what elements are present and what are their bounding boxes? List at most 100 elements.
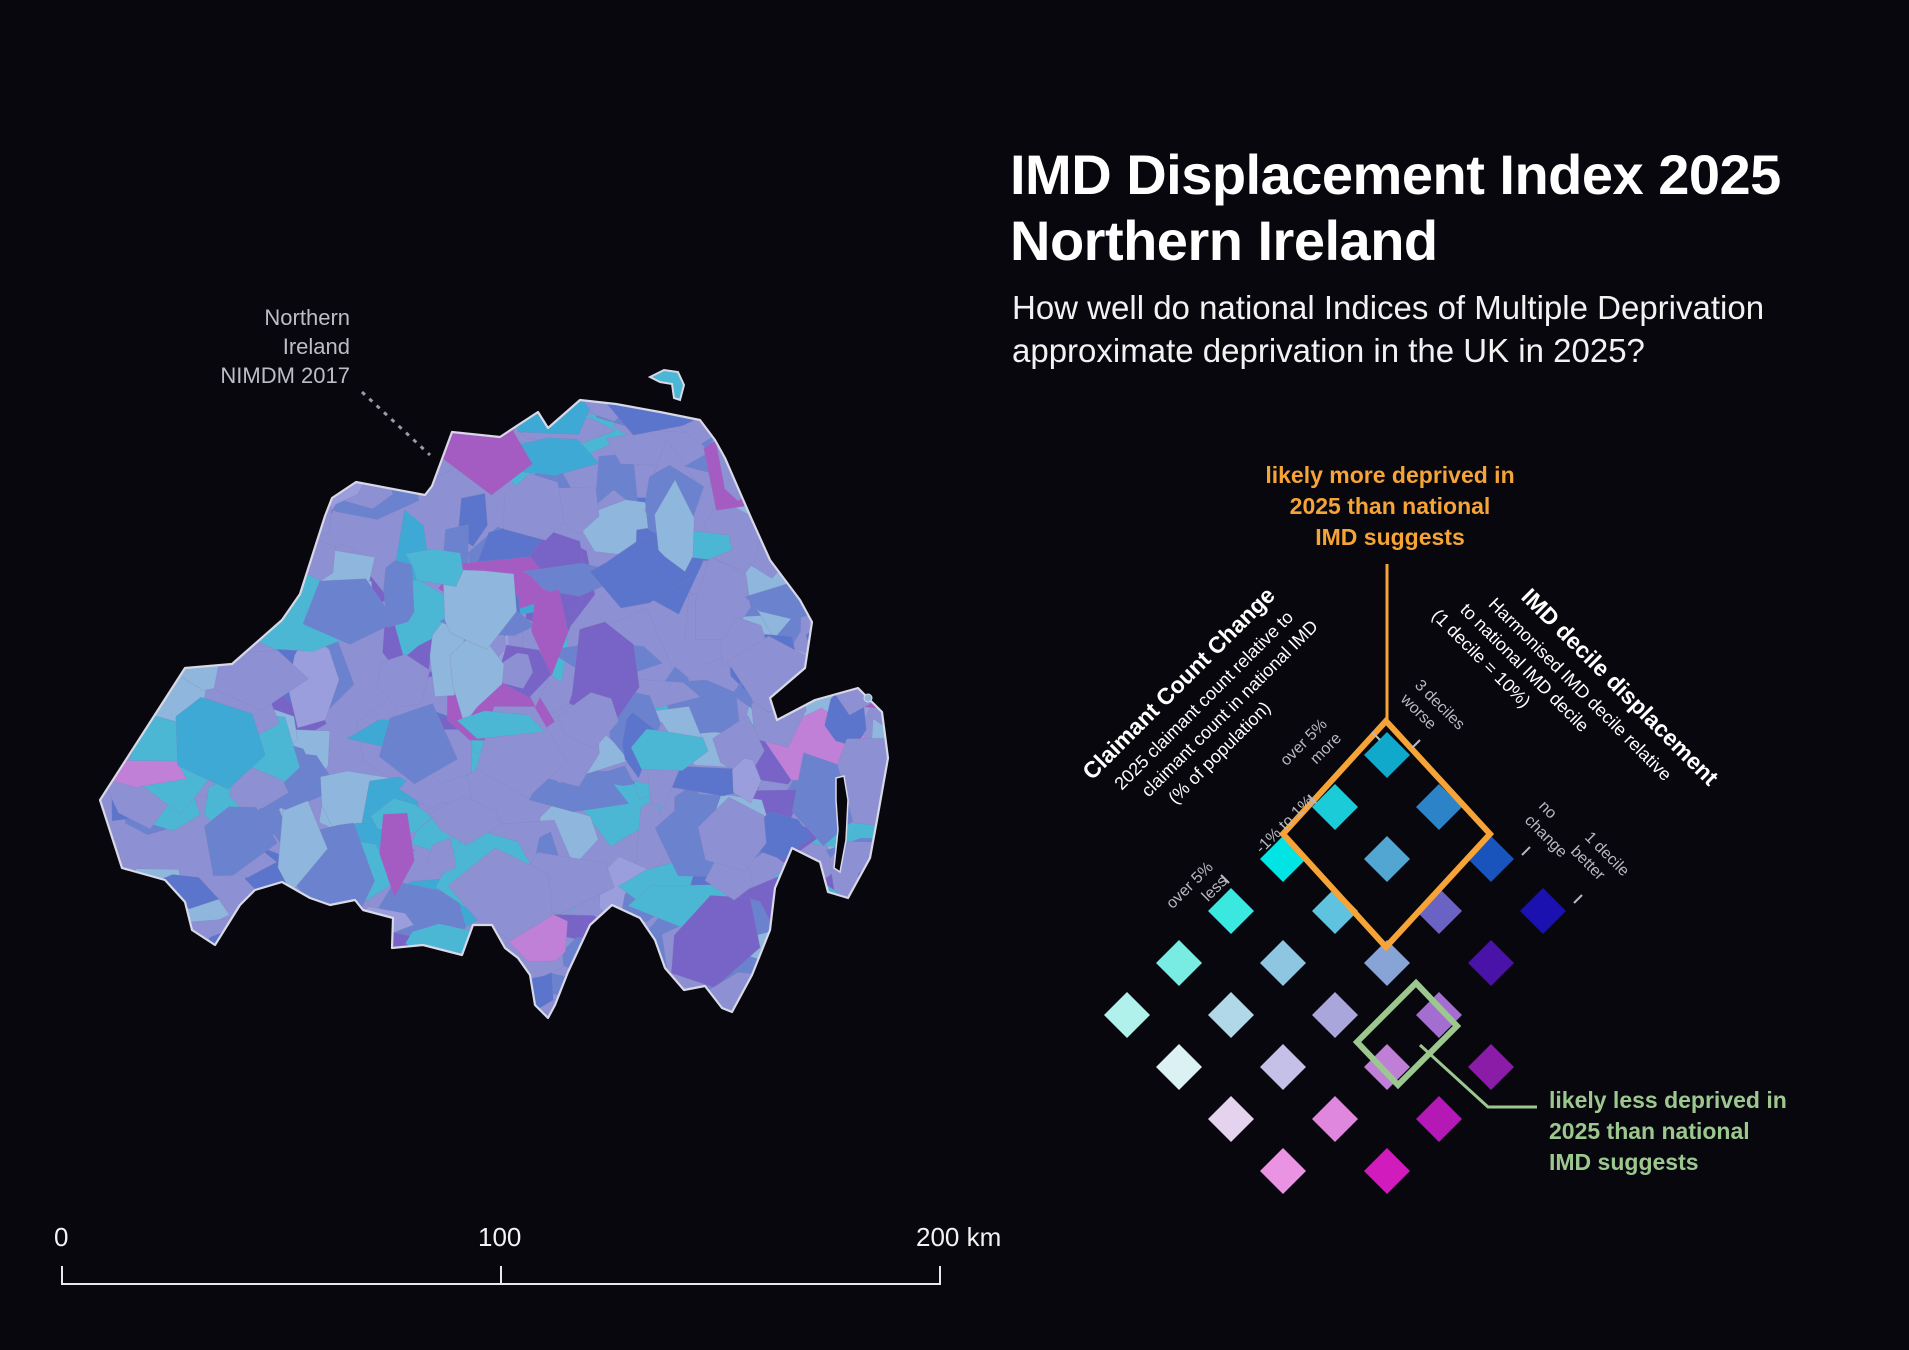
map-district [100, 955, 166, 1002]
map-district [239, 895, 301, 925]
map-district [125, 530, 186, 616]
map-district [832, 917, 870, 1005]
legend-cell [1312, 784, 1358, 830]
map-district [831, 400, 888, 452]
legend-cell [1312, 1096, 1358, 1142]
right-axis-labels: IMD decile displacement Harmonised IMD d… [1428, 583, 1724, 791]
strangford-lough [833, 775, 849, 874]
legend-cell [1364, 940, 1410, 986]
scale-label-200: 200 km [916, 1222, 1002, 1252]
map-district [260, 933, 318, 974]
legend-cell [1416, 992, 1462, 1038]
map-district [168, 550, 235, 622]
map-district [302, 578, 397, 645]
legend-cell [1416, 1096, 1462, 1142]
callout-less-connector [1418, 1043, 1537, 1109]
map-district [100, 946, 126, 1018]
legend-cell [1364, 1044, 1410, 1090]
region-label: Northern Ireland NIMDM 2017 [170, 303, 350, 390]
map-district [333, 400, 418, 433]
callout-more-line-1: likely more deprived in [1265, 462, 1515, 488]
legend-cell [1260, 1148, 1306, 1194]
map-coastline [98, 398, 890, 1020]
map-district [113, 982, 170, 1018]
map-district [100, 527, 161, 582]
map-district [289, 402, 336, 488]
map-district [157, 497, 257, 563]
map-district [100, 889, 156, 987]
map-district [143, 400, 191, 448]
map-district [100, 480, 152, 565]
map-district [630, 728, 709, 771]
map-district [833, 963, 888, 1018]
subtitle-line-1: How well do national Indices of Multiple… [1012, 289, 1765, 326]
map-district [121, 427, 231, 523]
map-district [365, 400, 463, 445]
map-district [123, 510, 167, 562]
map-district [146, 447, 226, 481]
map-district [842, 931, 888, 985]
map-district [828, 447, 860, 492]
region-label-line-3: NIMDM 2017 [220, 363, 350, 388]
map-district [366, 957, 466, 983]
legend-highlight-more [1278, 716, 1495, 952]
map-district [100, 435, 152, 502]
map-district [472, 939, 499, 1018]
map-district [237, 520, 299, 604]
map-district [808, 466, 882, 537]
map-district [158, 400, 195, 410]
map-district [442, 569, 517, 650]
map-district [255, 480, 312, 535]
map-district [133, 400, 245, 493]
map-district [805, 419, 836, 463]
map-district [100, 643, 139, 739]
map-district [100, 953, 210, 1005]
map-district [697, 400, 820, 443]
map-district [215, 406, 298, 458]
map-district [184, 598, 253, 656]
map-district [778, 500, 805, 571]
map-district [867, 528, 888, 569]
map-district [804, 430, 866, 466]
map-district [756, 963, 805, 1018]
map-district [748, 969, 821, 1018]
map-district [432, 951, 512, 992]
legend-cell [1468, 940, 1514, 986]
map-district [245, 941, 279, 972]
legend-cell [1208, 888, 1254, 934]
map-district [701, 400, 744, 411]
map-district [114, 956, 198, 981]
bivariate-legend: Claimant Count Change 2025 claimant coun… [1077, 564, 1724, 1194]
map-district [799, 522, 865, 586]
map-district [145, 961, 187, 998]
legend-cell [1468, 836, 1514, 882]
map-district [766, 923, 825, 1018]
map-district [779, 897, 884, 972]
map-district [118, 938, 163, 1018]
map-district [326, 961, 414, 1018]
map-district [810, 492, 888, 551]
map-district [335, 925, 417, 1006]
map-district [812, 637, 869, 688]
map-district [715, 400, 795, 462]
scale-label-0: 0 [54, 1222, 69, 1252]
map-district [428, 795, 501, 846]
callout-less-line-3: IMD suggests [1549, 1149, 1699, 1175]
map-district [744, 977, 778, 1018]
scale-label-100: 100 [478, 1222, 522, 1252]
map-district [192, 436, 280, 474]
map-district [115, 902, 157, 1017]
map-district [255, 400, 357, 418]
legend-cell [1156, 1044, 1202, 1090]
legend-highlight-less [1352, 978, 1462, 1090]
legend-cell [1104, 992, 1150, 1038]
title-line-1: IMD Displacement Index 2025 [1010, 143, 1781, 206]
map-district [100, 670, 159, 727]
map-district [100, 496, 124, 566]
map-district [213, 650, 309, 712]
map-district [362, 400, 443, 431]
map-district [325, 951, 367, 994]
map-district [104, 926, 204, 1003]
map-district [805, 523, 888, 570]
map-district [123, 400, 193, 498]
